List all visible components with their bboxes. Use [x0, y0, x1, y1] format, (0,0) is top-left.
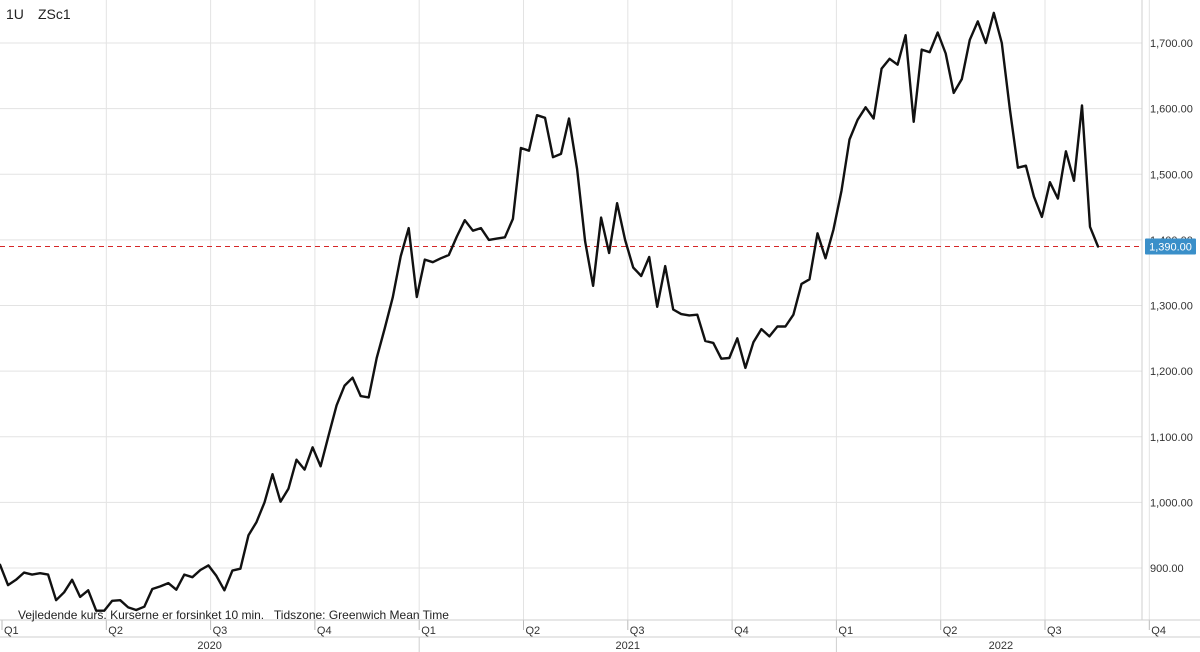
last-price-badge-bg	[1145, 238, 1196, 255]
y-tick-label: 1,600.00	[1150, 104, 1193, 116]
footnote: Vejledende kurs. Kurserne er forsinket 1…	[18, 608, 449, 622]
x-tick-label: Q3	[1047, 625, 1062, 637]
x-tick-label: Q1	[4, 625, 19, 637]
period-label[interactable]: 1U	[6, 6, 24, 22]
x-tick-label: Q4	[317, 625, 332, 637]
x-tick-label: Q1	[838, 625, 853, 637]
symbol-label[interactable]: ZSc1	[38, 6, 71, 22]
price-series-line	[0, 11, 1100, 612]
year-label: 2022	[989, 640, 1013, 652]
y-tick-label: 1,100.00	[1150, 432, 1193, 444]
y-tick-label: 1,700.00	[1150, 38, 1193, 50]
x-tick-labels: Q1 Q2 Q3 Q4 Q1 Q2 Q3 Q4 Q1 Q2 Q3 Q4 2020 2021 2022	[4, 625, 1166, 652]
series-group	[0, 11, 1100, 612]
y-tick-label: 1,500.00	[1150, 169, 1193, 181]
y-tick-label: 1,000.00	[1150, 497, 1193, 509]
x-tick-label: Q3	[630, 625, 645, 637]
x-tick-label: Q4	[1151, 625, 1166, 637]
y-tick-labels: 900.00 1,000.00 1,100.00 1,200.00 1,300.00 1,…	[1150, 38, 1193, 575]
chart-grid	[0, 0, 1150, 620]
y-tick-label: 900.00	[1150, 563, 1184, 575]
year-label: 2020	[197, 640, 221, 652]
x-tick-label: Q1	[421, 625, 436, 637]
x-tick-label: Q4	[734, 625, 749, 637]
year-label: 2021	[616, 640, 640, 652]
x-tick-label: Q2	[526, 625, 541, 637]
y-tick-label: 1,300.00	[1150, 301, 1193, 313]
last-price-badge: 1,390.00	[1145, 238, 1196, 255]
last-price-badge-label: 1,390.00	[1149, 241, 1192, 253]
y-tick-label: 1,200.00	[1150, 366, 1193, 378]
x-tick-label: Q3	[213, 625, 228, 637]
x-tick-label: Q2	[108, 625, 123, 637]
x-tick-label: Q2	[943, 625, 958, 637]
